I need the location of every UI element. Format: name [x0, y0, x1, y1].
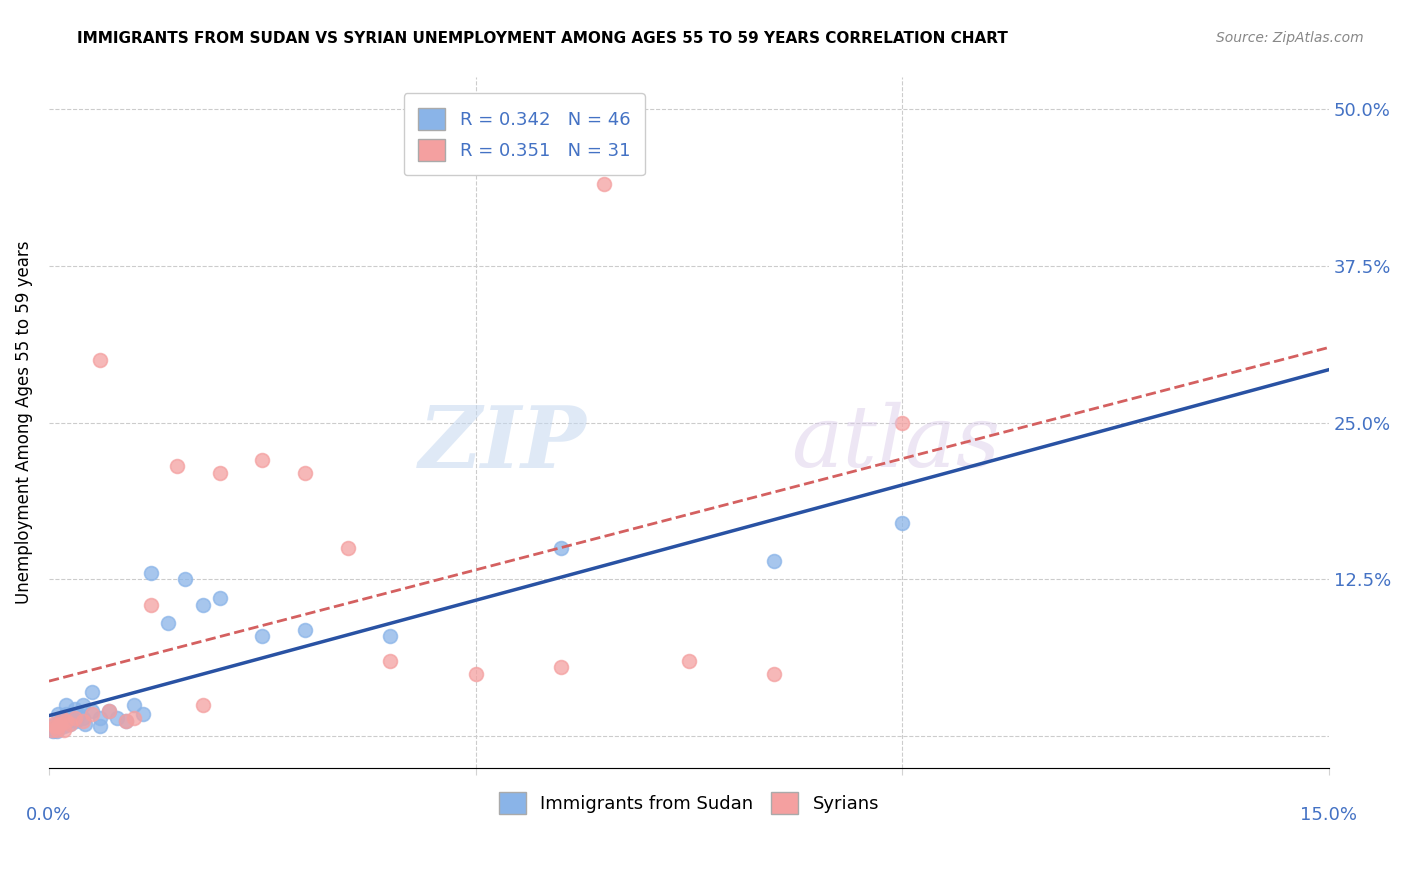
Point — [763, 554, 786, 568]
Point — [294, 466, 316, 480]
Point — [464, 666, 486, 681]
Point — [51, 710, 73, 724]
Point — [252, 453, 274, 467]
Point — [42, 724, 65, 739]
Point — [63, 702, 86, 716]
Point — [44, 723, 66, 737]
Point — [891, 516, 914, 530]
Text: 15.0%: 15.0% — [1301, 805, 1357, 823]
Point — [72, 710, 94, 724]
Point — [763, 666, 786, 681]
Text: atlas: atlas — [792, 402, 1001, 484]
Point — [208, 591, 231, 606]
Point — [252, 629, 274, 643]
Point — [380, 654, 402, 668]
Point — [42, 716, 65, 731]
Point — [72, 714, 94, 729]
Text: ZIP: ZIP — [419, 401, 586, 485]
Point — [114, 714, 136, 729]
Point — [53, 723, 76, 737]
Point — [53, 719, 76, 733]
Point — [63, 710, 86, 724]
Point — [80, 704, 103, 718]
Point — [45, 722, 67, 736]
Point — [174, 573, 197, 587]
Point — [59, 716, 82, 731]
Point — [46, 716, 69, 731]
Point — [89, 352, 111, 367]
Point — [59, 716, 82, 731]
Point — [380, 629, 402, 643]
Point — [114, 714, 136, 729]
Point — [49, 714, 72, 729]
Point — [41, 722, 63, 736]
Point — [80, 685, 103, 699]
Point — [67, 706, 90, 721]
Point — [52, 716, 75, 731]
Point — [124, 698, 146, 712]
Point — [105, 710, 128, 724]
Point — [55, 714, 77, 729]
Text: 0.0%: 0.0% — [27, 805, 72, 823]
Point — [73, 716, 96, 731]
Point — [891, 416, 914, 430]
Point — [550, 660, 572, 674]
Point — [336, 541, 359, 555]
Point — [157, 616, 180, 631]
Point — [678, 654, 700, 668]
Point — [45, 724, 67, 739]
Point — [191, 598, 214, 612]
Text: Source: ZipAtlas.com: Source: ZipAtlas.com — [1216, 31, 1364, 45]
Point — [49, 716, 72, 731]
Point — [42, 721, 65, 735]
Point — [46, 706, 69, 721]
Point — [89, 719, 111, 733]
Point — [141, 598, 163, 612]
Point — [166, 459, 188, 474]
Point — [80, 706, 103, 721]
Point — [97, 704, 120, 718]
Point — [55, 706, 77, 721]
Point — [51, 710, 73, 724]
Point — [89, 710, 111, 724]
Point — [41, 719, 63, 733]
Point — [72, 698, 94, 712]
Point — [294, 623, 316, 637]
Point — [550, 541, 572, 555]
Point — [141, 566, 163, 581]
Text: IMMIGRANTS FROM SUDAN VS SYRIAN UNEMPLOYMENT AMONG AGES 55 TO 59 YEARS CORRELATI: IMMIGRANTS FROM SUDAN VS SYRIAN UNEMPLOY… — [77, 31, 1008, 46]
Point — [63, 710, 86, 724]
Point — [41, 723, 63, 737]
Point — [191, 698, 214, 712]
Y-axis label: Unemployment Among Ages 55 to 59 years: Unemployment Among Ages 55 to 59 years — [15, 241, 32, 604]
Point — [55, 698, 77, 712]
Point — [208, 466, 231, 480]
Point — [592, 177, 614, 191]
Point — [65, 714, 87, 729]
Point — [97, 704, 120, 718]
Point — [45, 723, 67, 737]
Point — [124, 710, 146, 724]
Legend: Immigrants from Sudan, Syrians: Immigrants from Sudan, Syrians — [491, 784, 886, 821]
Point — [48, 719, 70, 733]
Point — [44, 719, 66, 733]
Point — [48, 719, 70, 733]
Point — [39, 723, 62, 737]
Point — [56, 714, 79, 729]
Point — [132, 706, 155, 721]
